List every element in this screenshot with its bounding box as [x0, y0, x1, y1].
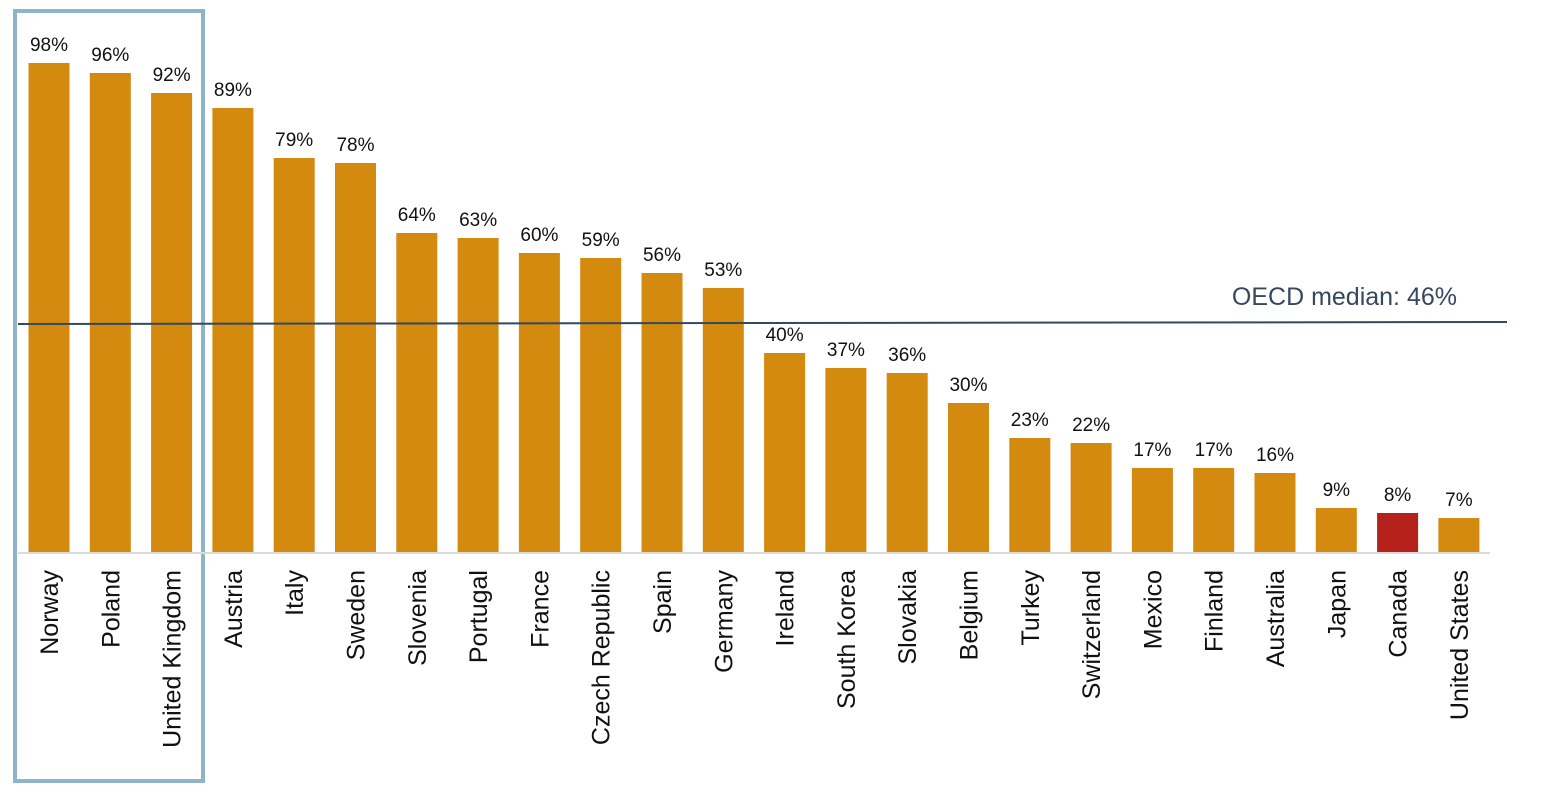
bar-united-states — [1438, 518, 1480, 553]
value-label-united-states: 7% — [1445, 490, 1473, 511]
value-labels-group: 98% 96% 92% 89% 79% 78% 64% 63% 60% 59% 56% 53% 40% 3… — [30, 35, 1473, 511]
value-label-germany: 53% — [704, 260, 742, 281]
value-label-portugal: 63% — [459, 210, 497, 231]
value-label-united-kingdom: 92% — [153, 65, 191, 86]
category-label-slovenia: Slovenia — [404, 570, 432, 666]
bar-austria — [212, 108, 254, 553]
value-label-turkey: 23% — [1011, 410, 1049, 431]
bar-south-korea — [825, 368, 867, 553]
bar-italy — [273, 158, 315, 553]
value-label-sweden: 78% — [336, 135, 374, 156]
value-label-australia: 16% — [1256, 445, 1294, 466]
bar-finland — [1193, 468, 1235, 553]
category-label-portugal: Portugal — [465, 570, 493, 663]
category-label-czech-republic: Czech Republic — [588, 570, 616, 745]
category-label-france: France — [526, 570, 554, 648]
bar-japan — [1315, 508, 1357, 553]
bars-group — [28, 63, 1480, 553]
value-label-japan: 9% — [1323, 480, 1351, 501]
value-label-switzerland: 22% — [1072, 415, 1110, 436]
category-label-germany: Germany — [710, 570, 738, 673]
value-label-italy: 79% — [275, 130, 313, 151]
bar-poland — [89, 73, 131, 553]
category-label-south-korea: South Korea — [833, 570, 861, 709]
bar-belgium — [948, 403, 989, 553]
bar-slovakia — [886, 373, 928, 553]
highlight-group-box — [13, 9, 205, 783]
value-label-canada: 8% — [1384, 485, 1412, 506]
value-label-france: 60% — [520, 225, 558, 246]
bar-switzerland — [1070, 443, 1112, 553]
category-label-slovakia: Slovakia — [894, 570, 922, 665]
value-label-south-korea: 37% — [827, 340, 865, 361]
value-label-austria: 89% — [214, 80, 252, 101]
category-label-belgium: Belgium — [956, 570, 984, 660]
category-label-japan: Japan — [1323, 570, 1351, 638]
category-label-finland: Finland — [1201, 570, 1229, 652]
category-labels-group: Norway Poland United Kingdom Austria Italy Sw… — [36, 570, 1474, 748]
bar-canada — [1377, 513, 1419, 553]
bar-sweden — [335, 163, 376, 553]
value-label-slovakia: 36% — [888, 345, 926, 366]
bar-slovenia — [396, 233, 438, 553]
value-label-ireland: 40% — [766, 325, 804, 346]
category-label-poland: Poland — [97, 570, 125, 648]
category-label-spain: Spain — [649, 570, 677, 634]
bar-ireland — [764, 353, 806, 553]
category-label-switzerland: Switzerland — [1078, 570, 1106, 699]
value-label-mexico: 17% — [1133, 440, 1171, 461]
category-label-norway: Norway — [36, 570, 64, 655]
category-label-austria: Austria — [220, 570, 248, 648]
value-label-czech-republic: 59% — [582, 230, 620, 251]
value-label-belgium: 30% — [949, 375, 987, 396]
value-label-slovenia: 64% — [398, 205, 436, 226]
category-label-mexico: Mexico — [1139, 570, 1167, 649]
bar-portugal — [457, 238, 499, 553]
value-label-spain: 56% — [643, 245, 681, 266]
oecd-median-line — [17, 321, 1508, 325]
category-label-united-kingdom: United Kingdom — [159, 570, 187, 748]
bar-czech-republic — [580, 258, 622, 553]
category-label-australia: Australia — [1262, 570, 1290, 667]
bar-germany — [702, 288, 744, 553]
bar-spain — [641, 273, 683, 553]
bar-norway — [28, 63, 70, 553]
category-label-sweden: Sweden — [343, 570, 371, 660]
category-label-ireland: Ireland — [772, 570, 800, 646]
oecd-median-label: OECD median: 46% — [1232, 283, 1457, 311]
bar-turkey — [1009, 438, 1051, 553]
value-label-finland: 17% — [1195, 440, 1233, 461]
category-label-united-states: United States — [1446, 570, 1474, 720]
bar-mexico — [1131, 468, 1173, 553]
bar-australia — [1254, 473, 1296, 553]
value-label-norway: 98% — [30, 35, 68, 56]
value-label-poland: 96% — [91, 45, 129, 66]
category-label-italy: Italy — [281, 570, 309, 616]
bar-france — [518, 253, 560, 553]
category-label-turkey: Turkey — [1017, 570, 1045, 646]
category-label-canada: Canada — [1385, 570, 1413, 658]
